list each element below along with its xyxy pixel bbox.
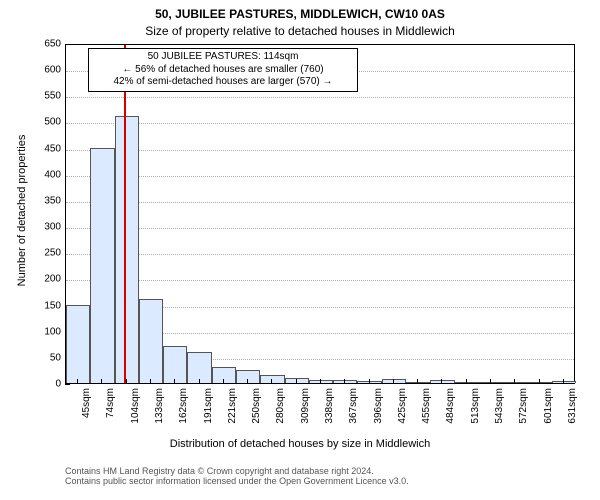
x-tick-label: 601sqm xyxy=(543,388,554,424)
x-tick-label: 396sqm xyxy=(373,388,384,424)
x-tick-mark xyxy=(369,379,370,384)
histogram-bar xyxy=(187,352,211,383)
x-tick-mark xyxy=(490,379,491,384)
annotation-line: ← 56% of detached houses are smaller (76… xyxy=(95,64,351,77)
gridline-h xyxy=(66,123,574,124)
annotation-box: 50 JUBILEE PASTURES: 114sqm← 56% of deta… xyxy=(88,48,358,92)
y-tick-label: 600 xyxy=(4,65,61,76)
x-tick-label: 425sqm xyxy=(397,388,408,424)
gridline-h xyxy=(66,228,574,229)
x-tick-mark xyxy=(101,379,102,384)
chart-root: 50, JUBILEE PASTURES, MIDDLEWICH, CW10 0… xyxy=(0,0,600,500)
x-tick-label: 104sqm xyxy=(130,388,141,424)
histogram-bar xyxy=(115,116,139,383)
y-tick-label: 400 xyxy=(4,169,61,180)
y-tick-label: 150 xyxy=(4,300,61,311)
x-tick-label: 74sqm xyxy=(105,388,116,418)
x-tick-label: 309sqm xyxy=(300,388,311,424)
y-axis-ticks: 050100150200250300350400450500550600650 xyxy=(0,44,65,384)
histogram-bar xyxy=(212,367,236,383)
histogram-bar xyxy=(503,382,527,383)
x-axis-label: Distribution of detached houses by size … xyxy=(0,438,600,450)
histogram-bar xyxy=(66,305,90,383)
x-tick-mark xyxy=(150,379,151,384)
x-tick-label: 250sqm xyxy=(251,388,262,424)
x-tick-mark xyxy=(344,379,345,384)
x-tick-label: 367sqm xyxy=(348,388,359,424)
gridline-h xyxy=(66,150,574,151)
histogram-bar xyxy=(333,380,357,383)
gridline-h xyxy=(66,97,574,98)
x-tick-mark xyxy=(466,379,467,384)
x-tick-label: 513sqm xyxy=(470,388,481,424)
x-tick-mark xyxy=(271,379,272,384)
x-tick-mark xyxy=(126,379,127,384)
x-tick-mark xyxy=(514,379,515,384)
x-tick-mark xyxy=(393,379,394,384)
histogram-bar xyxy=(406,382,430,383)
x-tick-mark xyxy=(247,379,248,384)
annotation-line: 50 JUBILEE PASTURES: 114sqm xyxy=(95,51,351,64)
y-tick-label: 200 xyxy=(4,274,61,285)
x-tick-label: 455sqm xyxy=(421,388,432,424)
x-tick-label: 484sqm xyxy=(445,388,456,424)
gridline-h xyxy=(66,254,574,255)
x-tick-mark xyxy=(320,379,321,384)
y-tick-label: 0 xyxy=(4,379,61,390)
gridline-h xyxy=(66,280,574,281)
y-tick-label: 50 xyxy=(4,352,61,363)
x-tick-label: 45sqm xyxy=(81,388,92,418)
x-axis-ticks: 45sqm 74sqm 104sqm 133sqm 162sqm 191sqm 221sqm… xyxy=(65,384,575,444)
attribution-footer: Contains HM Land Registry data © Crown c… xyxy=(65,466,409,486)
x-tick-label: 338sqm xyxy=(324,388,335,424)
plot-area xyxy=(65,44,575,384)
x-tick-label: 221sqm xyxy=(227,388,238,424)
histogram-bar xyxy=(285,378,309,383)
y-tick-label: 500 xyxy=(4,117,61,128)
y-tick-label: 650 xyxy=(4,39,61,50)
annotation-line: 42% of semi-detached houses are larger (… xyxy=(95,76,351,89)
x-tick-label: 280sqm xyxy=(275,388,286,424)
y-tick-label: 250 xyxy=(4,248,61,259)
histogram-bar xyxy=(163,346,187,383)
x-tick-mark xyxy=(77,379,78,384)
x-tick-mark xyxy=(199,379,200,384)
footer-line: Contains public sector information licen… xyxy=(65,476,409,486)
histogram-bar xyxy=(382,379,406,383)
x-tick-label: 133sqm xyxy=(154,388,165,424)
histogram-bar xyxy=(260,375,284,383)
histogram-bar xyxy=(455,382,479,383)
y-tick-label: 450 xyxy=(4,143,61,154)
x-tick-mark xyxy=(563,379,564,384)
histogram-bar xyxy=(552,381,576,383)
x-tick-label: 191sqm xyxy=(203,388,214,424)
gridline-h xyxy=(66,202,574,203)
histogram-bar xyxy=(236,370,260,383)
histogram-bar xyxy=(357,381,381,383)
x-tick-label: 162sqm xyxy=(178,388,189,424)
x-tick-label: 543sqm xyxy=(494,388,505,424)
histogram-bar xyxy=(527,382,551,383)
histogram-bar xyxy=(90,148,114,383)
y-tick-label: 300 xyxy=(4,222,61,233)
histogram-bar xyxy=(139,299,163,383)
x-tick-mark xyxy=(441,379,442,384)
x-tick-mark xyxy=(539,379,540,384)
chart-title: 50, JUBILEE PASTURES, MIDDLEWICH, CW10 0… xyxy=(0,7,600,21)
x-tick-label: 572sqm xyxy=(518,388,529,424)
y-tick-label: 100 xyxy=(4,326,61,337)
property-marker-line xyxy=(124,45,126,383)
x-tick-mark xyxy=(174,379,175,384)
gridline-h xyxy=(66,176,574,177)
footer-line: Contains HM Land Registry data © Crown c… xyxy=(65,466,409,476)
y-tick-label: 350 xyxy=(4,195,61,206)
x-tick-label: 631sqm xyxy=(567,388,578,424)
x-tick-mark xyxy=(296,379,297,384)
chart-subtitle: Size of property relative to detached ho… xyxy=(0,24,600,38)
x-tick-mark xyxy=(223,379,224,384)
histogram-bar xyxy=(430,380,454,383)
x-tick-mark xyxy=(417,379,418,384)
y-tick-label: 550 xyxy=(4,91,61,102)
